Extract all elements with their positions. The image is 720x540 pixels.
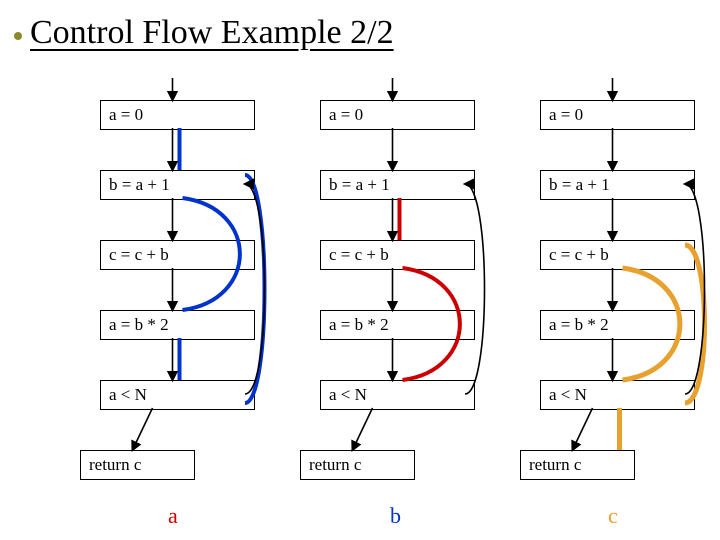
return-node: return c — [520, 450, 635, 480]
return-node: return c — [300, 450, 415, 480]
flow-node: a < N — [320, 380, 475, 410]
flow-node: c = c + b — [320, 240, 475, 270]
flow-node: a = 0 — [540, 100, 695, 130]
return-node: return c — [80, 450, 195, 480]
flow-node: a = 0 — [320, 100, 475, 130]
flow-node: a = b * 2 — [320, 310, 475, 340]
flow-node: a = b * 2 — [100, 310, 255, 340]
flow-node: a < N — [100, 380, 255, 410]
flow-node: c = c + b — [100, 240, 255, 270]
title-bullet — [14, 32, 22, 40]
flow-node: b = a + 1 — [540, 170, 695, 200]
column-label: c — [608, 503, 618, 529]
column-label: a — [168, 503, 178, 529]
flow-node: c = c + b — [540, 240, 695, 270]
flow-node: b = a + 1 — [320, 170, 475, 200]
flow-node: a < N — [540, 380, 695, 410]
flow-node: a = 0 — [100, 100, 255, 130]
column-label: b — [390, 503, 401, 529]
flow-node: a = b * 2 — [540, 310, 695, 340]
flow-node: b = a + 1 — [100, 170, 255, 200]
slide-title: Control Flow Example 2/2 — [30, 14, 394, 52]
